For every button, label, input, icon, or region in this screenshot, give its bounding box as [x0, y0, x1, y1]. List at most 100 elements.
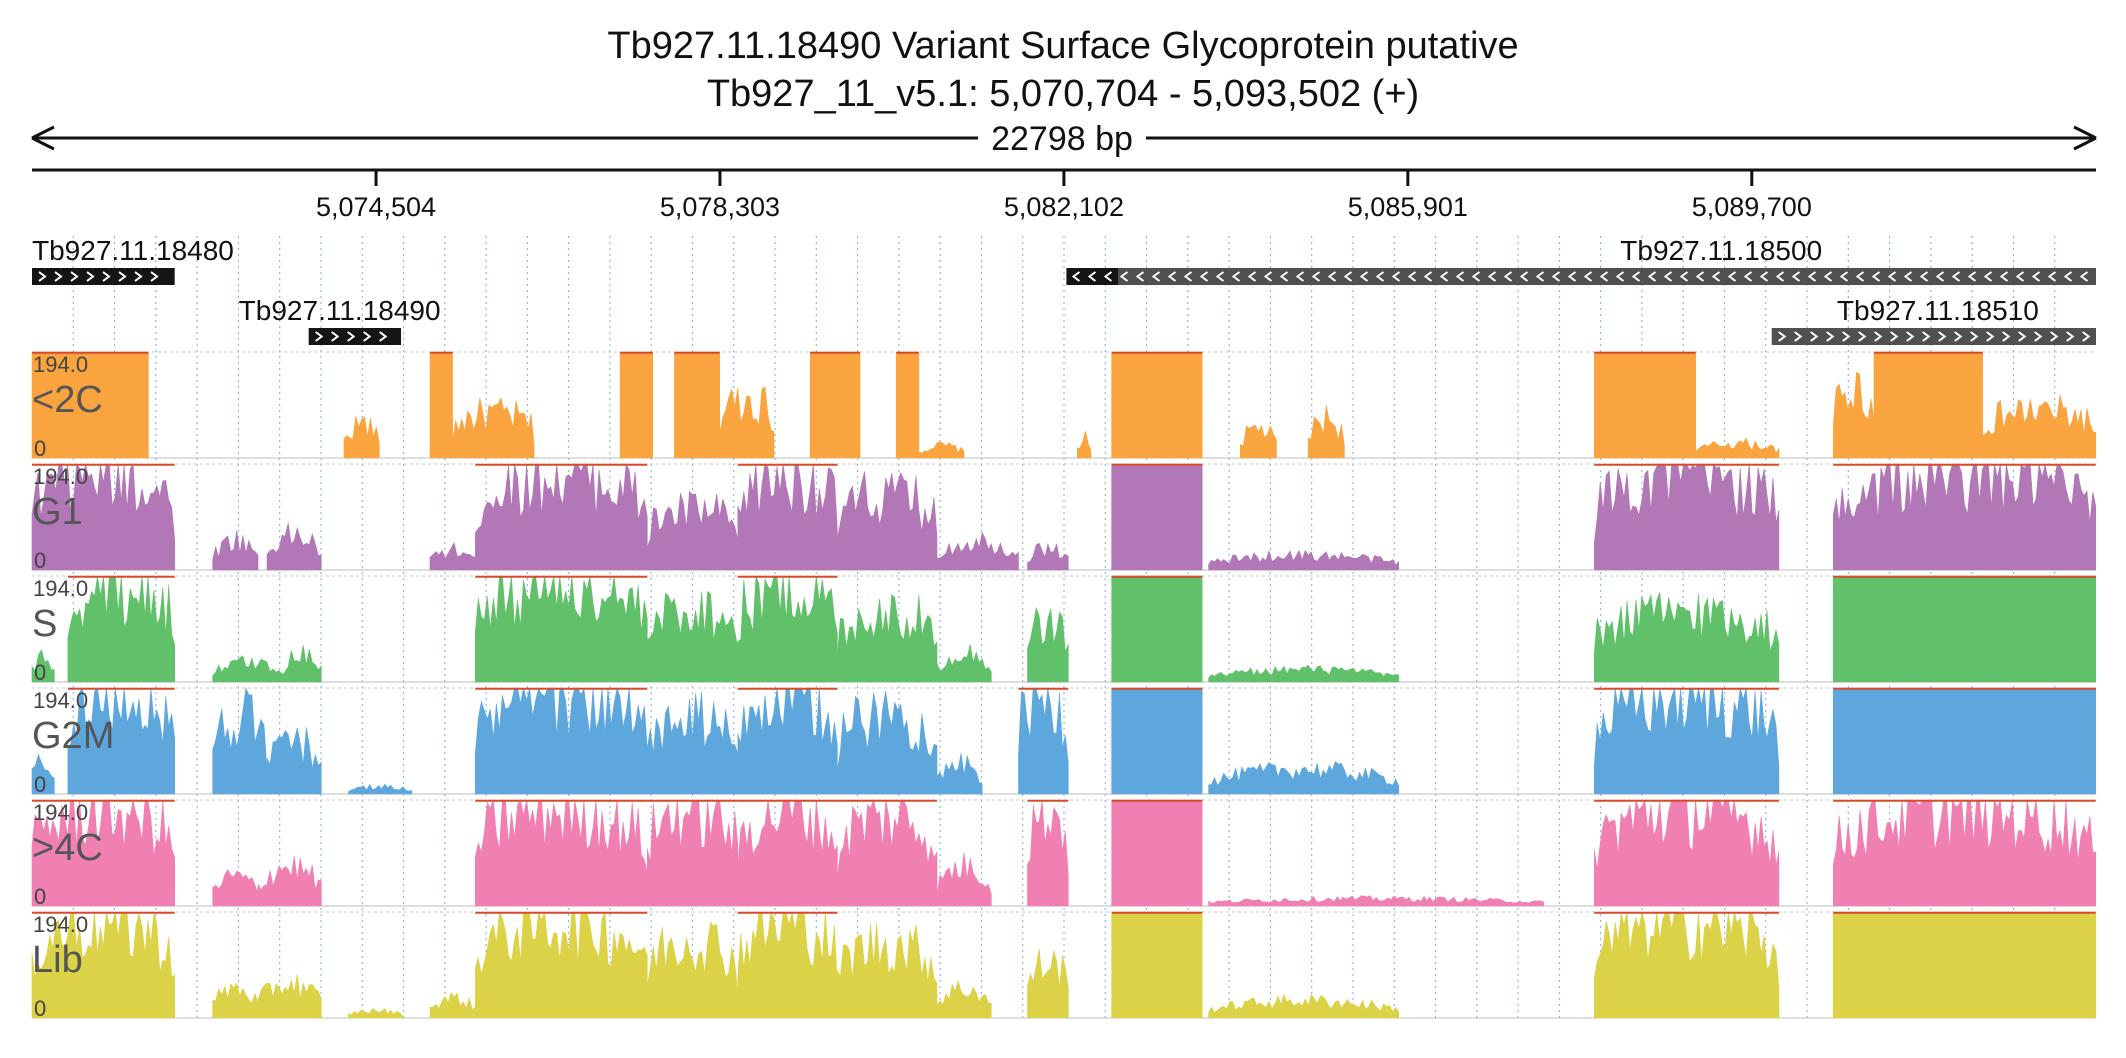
strand-arrow-icon — [86, 271, 95, 282]
strand-arrow-icon — [2082, 331, 2091, 342]
coverage-area — [936, 531, 1019, 571]
y-zero-label: 0 — [34, 660, 46, 685]
span-indicator: 22798 bp — [31, 120, 2097, 158]
strand-arrow-icon — [1967, 271, 1977, 282]
span-left-arrow-icon — [31, 125, 55, 151]
coverage-area — [837, 594, 938, 683]
coverage-area — [837, 923, 938, 1019]
coverage-area — [647, 490, 739, 571]
strand-arrow-icon — [1519, 271, 1529, 282]
coverage-area — [1027, 948, 1069, 1019]
track-4: 194.0>4C 0 — [31, 798, 2097, 909]
strand-arrow-icon — [1311, 271, 1321, 282]
coverage-area — [1208, 549, 1399, 571]
y-zero-label: 0 — [34, 996, 46, 1021]
strand-arrow-icon — [134, 271, 143, 282]
strand-arrow-icon — [1647, 271, 1657, 282]
strand-arrow-icon — [70, 271, 79, 282]
coverage-area — [31, 649, 55, 683]
strand-arrow-icon — [1922, 331, 1931, 342]
coverage-area — [737, 575, 838, 683]
strand-arrow-icon — [1778, 331, 1787, 342]
coverage-area — [837, 798, 938, 907]
coverage-area — [1111, 351, 1203, 459]
coverage-area — [31, 753, 55, 795]
strand-arrow-icon — [331, 331, 340, 342]
coverage-area — [1111, 687, 1203, 795]
strand-arrow-icon — [1887, 271, 1897, 282]
strand-arrow-icon — [363, 331, 372, 342]
strand-arrow-icon — [1874, 331, 1883, 342]
gene-strand-arrows — [1071, 271, 2089, 282]
coverage-area — [212, 686, 268, 795]
strand-arrow-icon — [1599, 271, 1609, 282]
coverage-area — [837, 471, 938, 571]
track-1: 194.0G1 0 — [31, 462, 2097, 573]
strand-arrow-icon — [1759, 271, 1769, 282]
strand-arrow-icon — [1711, 271, 1721, 282]
strand-arrow-icon — [1391, 271, 1401, 282]
coverage-area — [918, 441, 965, 459]
strand-arrow-icon — [1151, 271, 1161, 282]
coverage-area — [936, 644, 992, 683]
strand-arrow-icon — [1439, 271, 1449, 282]
coverage-area — [1307, 405, 1345, 459]
gene-label: Tb927.11.18480 — [32, 235, 234, 266]
strand-arrow-icon — [38, 271, 47, 282]
x-tick-label: 5,074,504 — [316, 192, 436, 222]
strand-arrow-icon — [1295, 271, 1305, 282]
gene-strand-arrows — [1778, 331, 2091, 342]
coverage-area — [31, 463, 175, 571]
coverage-area — [1027, 542, 1069, 571]
coverage-area — [266, 727, 322, 795]
strand-arrow-icon — [1826, 331, 1835, 342]
strand-arrow-icon — [347, 331, 356, 342]
coverage-area — [1833, 372, 1875, 459]
strand-arrow-icon — [2066, 331, 2075, 342]
track-label: >4C — [32, 827, 103, 869]
y-zero-label: 0 — [34, 884, 46, 909]
x-axis-ticks: 5,074,504 5,078,303 5,082,102 5,085,901 5,08… — [316, 170, 1812, 222]
x-tick-label: 5,089,700 — [1692, 192, 1812, 222]
strand-arrow-icon — [1935, 271, 1945, 282]
strand-arrow-icon — [2079, 271, 2089, 282]
strand-arrow-icon — [1679, 271, 1689, 282]
coverage-area — [1594, 798, 1780, 907]
gene-body — [1771, 328, 2096, 345]
strand-arrow-icon — [1087, 271, 1097, 282]
strand-arrow-icon — [2031, 271, 2041, 282]
coverage-area — [475, 799, 648, 907]
coverage-area — [1208, 664, 1399, 683]
strand-arrow-icon — [2018, 331, 2027, 342]
strand-arrow-icon — [1794, 331, 1803, 342]
strand-arrow-icon — [1135, 271, 1145, 282]
strand-arrow-icon — [1695, 271, 1705, 282]
strand-arrow-icon — [2034, 331, 2043, 342]
coverage-area — [719, 386, 775, 459]
coverage-area — [809, 351, 861, 459]
y-zero-label: 0 — [34, 436, 46, 461]
coverage-area — [212, 655, 286, 683]
strand-arrow-icon — [379, 331, 388, 342]
strand-arrow-icon — [1810, 331, 1819, 342]
gene-strand-arrows — [315, 331, 388, 342]
coverage-area — [737, 799, 838, 907]
y-max-label: 194.0 — [33, 688, 88, 713]
coverage-area — [1695, 437, 1780, 459]
strand-arrow-icon — [1938, 331, 1947, 342]
coverage-area — [619, 351, 653, 459]
strand-arrow-icon — [102, 271, 111, 282]
coverage-area — [737, 687, 838, 795]
strand-arrow-icon — [1903, 271, 1913, 282]
strand-arrow-icon — [1199, 271, 1209, 282]
strand-arrow-icon — [2063, 271, 2073, 282]
strand-arrow-icon — [1983, 271, 1993, 282]
coverage-area — [257, 855, 322, 907]
strand-arrow-icon — [1071, 271, 1081, 282]
y-max-label: 194.0 — [33, 912, 88, 937]
strand-arrow-icon — [1487, 271, 1497, 282]
coverage-area — [936, 753, 983, 795]
coverage-area — [1208, 895, 1544, 907]
